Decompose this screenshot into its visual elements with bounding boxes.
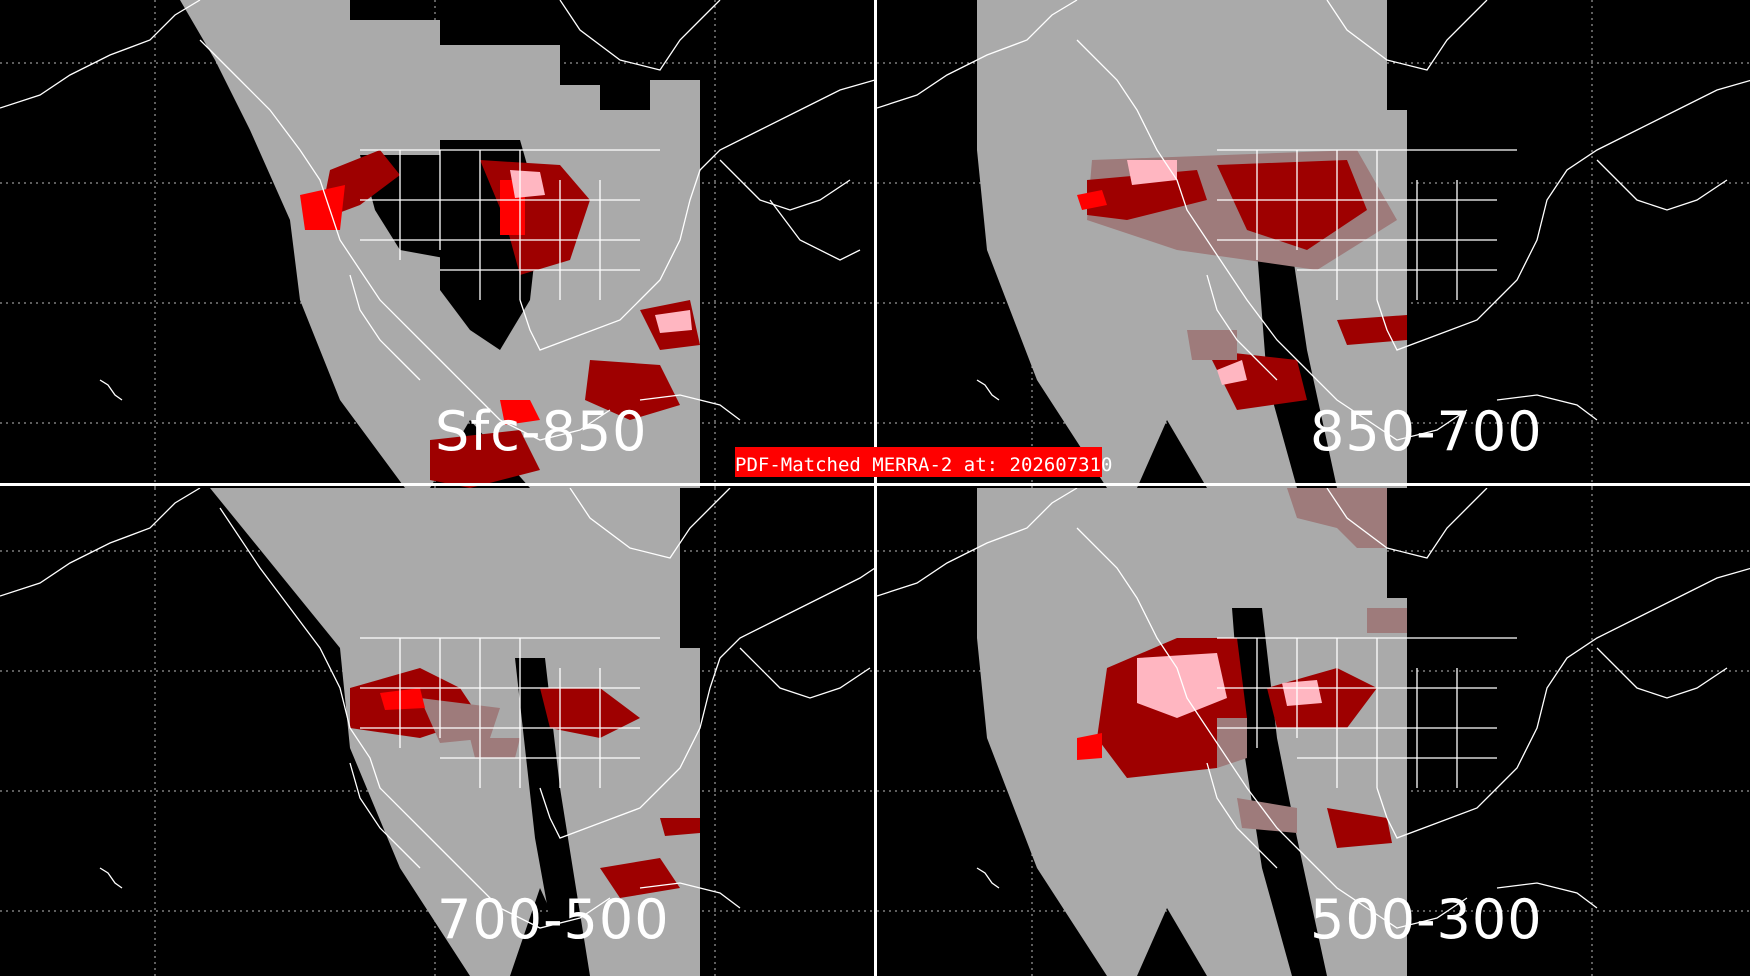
swath-gap xyxy=(1232,608,1327,976)
panel-label-700-500: 700-500 xyxy=(437,888,670,951)
map-700-500 xyxy=(0,488,875,976)
title-banner xyxy=(735,447,1102,477)
coastlines xyxy=(877,488,1750,929)
horizontal-divider xyxy=(0,483,1750,486)
map-sfc-850 xyxy=(0,0,875,488)
panel-sfc-850: Sfc-850 xyxy=(0,0,875,488)
anomaly-fields xyxy=(300,150,700,488)
lat-lon-grid xyxy=(0,488,875,976)
anomaly-fields xyxy=(1077,488,1407,848)
coastlines xyxy=(0,0,875,441)
panel-700-500: 700-500 xyxy=(0,488,875,976)
panel-850-700: 850-700 xyxy=(877,0,1750,488)
figure-title: PDF-Matched MERRA-2 at: 202607310 xyxy=(735,454,1113,476)
coastlines xyxy=(0,488,875,929)
panel-label-850-700: 850-700 xyxy=(1310,400,1543,463)
panel-label-500-300: 500-300 xyxy=(1310,888,1543,951)
map-500-300 xyxy=(877,488,1750,976)
coastlines xyxy=(877,0,1750,441)
panel-500-300: 500-300 xyxy=(877,488,1750,976)
lat-lon-grid xyxy=(0,0,875,488)
panel-label-sfc-850: Sfc-850 xyxy=(435,400,648,463)
vertical-divider xyxy=(874,0,877,976)
map-850-700 xyxy=(877,0,1750,488)
swath-gap xyxy=(515,658,590,976)
